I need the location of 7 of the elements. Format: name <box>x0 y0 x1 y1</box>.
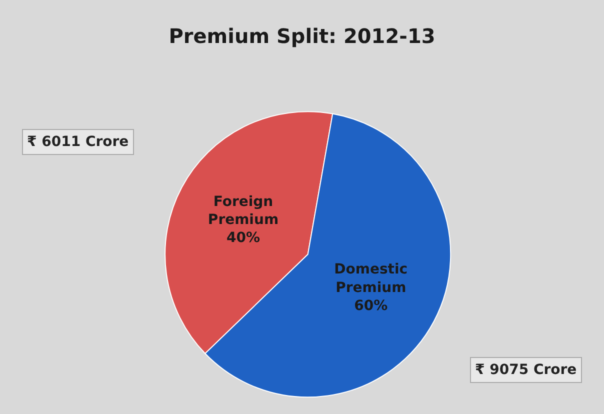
slice-label: Domestic Premium <box>334 262 408 296</box>
text: ₹ 6011 Crore <box>27 134 129 150</box>
data-label: 60% <box>354 298 388 314</box>
chart-title: Premium Split: 2012-13 <box>168 24 436 48</box>
data-label: 40% <box>226 230 260 246</box>
slice-label: Foreign Premium <box>208 194 279 228</box>
text: ₹ 9075 Crore <box>475 362 577 378</box>
